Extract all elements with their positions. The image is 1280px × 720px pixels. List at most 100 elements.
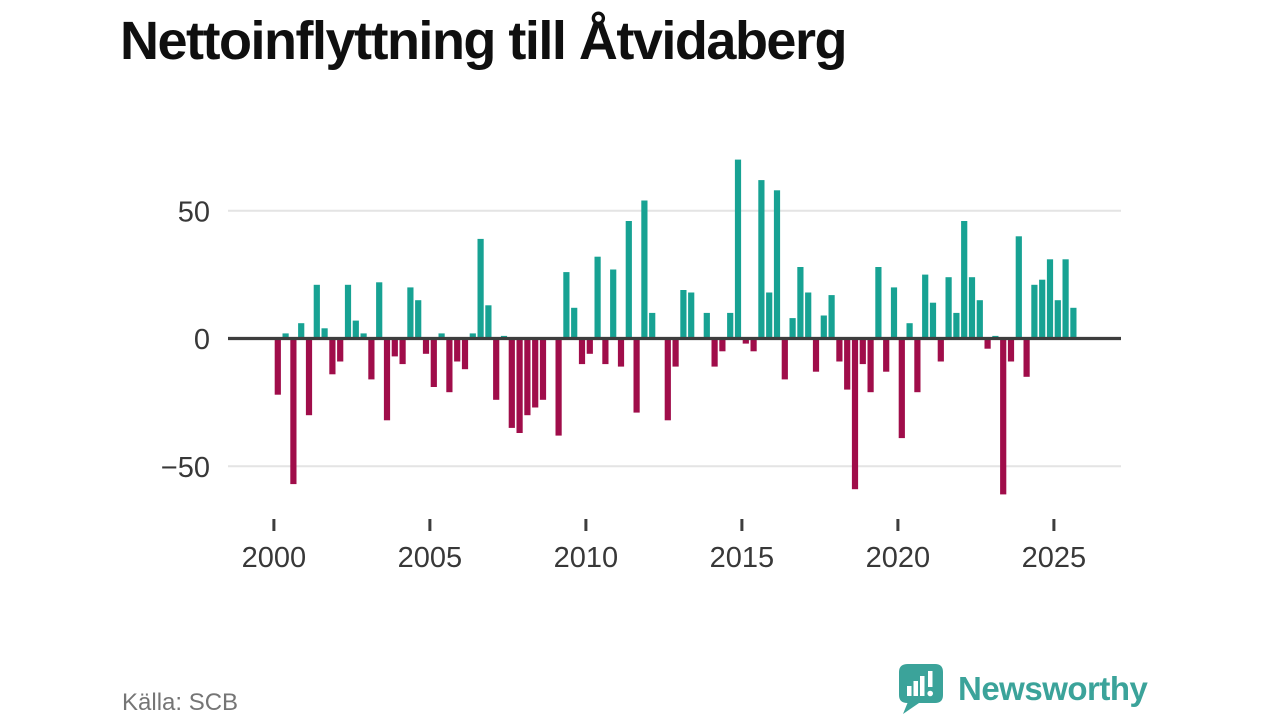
source-note: Källa: SCB bbox=[122, 689, 239, 716]
bar bbox=[571, 307, 578, 339]
bar bbox=[532, 338, 539, 408]
bar bbox=[758, 180, 765, 339]
logo-bar-1 bbox=[907, 686, 912, 696]
x-tick-label: 2015 bbox=[710, 542, 775, 574]
bar bbox=[329, 338, 336, 375]
bar bbox=[898, 338, 905, 439]
bar bbox=[828, 295, 835, 339]
bar bbox=[321, 328, 328, 339]
bar bbox=[789, 318, 796, 339]
bar bbox=[922, 274, 929, 339]
bar bbox=[812, 338, 820, 372]
bar bbox=[890, 287, 898, 339]
bar bbox=[1031, 284, 1038, 339]
bar bbox=[399, 338, 406, 365]
bar bbox=[734, 159, 742, 339]
bar bbox=[352, 320, 359, 339]
bar bbox=[469, 333, 476, 339]
bar bbox=[438, 333, 445, 339]
bar bbox=[282, 333, 289, 339]
bar bbox=[344, 284, 352, 339]
bar bbox=[906, 323, 913, 339]
bar bbox=[883, 338, 890, 372]
bar bbox=[750, 338, 757, 352]
bar bbox=[797, 267, 804, 339]
bar bbox=[337, 338, 344, 362]
x-tick-label: 2000 bbox=[242, 542, 307, 574]
bar bbox=[1007, 338, 1015, 362]
bar bbox=[610, 269, 617, 339]
y-tick-label: −50 bbox=[161, 452, 210, 484]
bar bbox=[875, 267, 882, 339]
bar bbox=[1000, 338, 1007, 495]
bar bbox=[305, 338, 313, 416]
bar bbox=[1070, 307, 1077, 339]
bar bbox=[524, 338, 531, 416]
bar bbox=[781, 338, 788, 380]
bar bbox=[1023, 338, 1030, 377]
bar bbox=[859, 338, 866, 365]
bar bbox=[477, 238, 484, 339]
bar bbox=[313, 284, 320, 339]
bar bbox=[961, 221, 968, 339]
bar bbox=[555, 338, 562, 436]
x-tick-label: 2010 bbox=[554, 542, 619, 574]
bar bbox=[844, 338, 851, 390]
bar bbox=[594, 256, 601, 339]
bar bbox=[742, 338, 749, 344]
bar bbox=[508, 338, 515, 428]
bar bbox=[727, 312, 734, 339]
x-tick-label: 2025 bbox=[1022, 542, 1087, 574]
logo-bar-3 bbox=[920, 676, 925, 696]
bar bbox=[586, 338, 593, 354]
bar bbox=[766, 292, 773, 339]
bar bbox=[633, 338, 640, 413]
bar bbox=[929, 302, 937, 339]
bar bbox=[773, 190, 781, 339]
bar bbox=[461, 338, 469, 370]
bar bbox=[805, 292, 812, 339]
bar bbox=[430, 338, 437, 387]
newsworthy-wordmark: Newsworthy bbox=[958, 670, 1148, 707]
bar bbox=[563, 272, 570, 339]
bar bbox=[617, 338, 625, 367]
bar bbox=[664, 338, 671, 421]
bar bbox=[1046, 259, 1054, 339]
bar bbox=[680, 290, 687, 339]
bar bbox=[516, 338, 523, 433]
bar bbox=[368, 338, 375, 380]
bar bbox=[851, 338, 859, 490]
logo-exclamation-dot bbox=[927, 690, 933, 697]
logo-exclamation-stem bbox=[928, 671, 933, 687]
bar bbox=[391, 338, 398, 357]
bar bbox=[953, 312, 960, 339]
bar bbox=[290, 338, 297, 485]
bar bbox=[672, 338, 679, 367]
newsworthy-logo: Newsworthy bbox=[898, 663, 1148, 715]
bar bbox=[711, 338, 718, 367]
bar bbox=[820, 315, 827, 339]
bar bbox=[493, 338, 500, 400]
bar bbox=[383, 338, 391, 421]
bar bbox=[602, 338, 609, 365]
bar bbox=[984, 338, 991, 349]
bar bbox=[422, 338, 430, 354]
bar bbox=[703, 312, 710, 339]
bar bbox=[376, 282, 383, 339]
bar bbox=[1062, 259, 1069, 339]
bar bbox=[836, 338, 843, 362]
bar bbox=[539, 338, 547, 400]
bar bbox=[968, 277, 976, 339]
x-tick-label: 2005 bbox=[398, 542, 463, 574]
bar bbox=[688, 292, 695, 339]
logo-bar-2 bbox=[913, 681, 918, 696]
bar bbox=[719, 338, 726, 352]
bar bbox=[446, 338, 453, 393]
y-tick-label: 0 bbox=[194, 324, 210, 356]
bar bbox=[298, 323, 305, 339]
bar bbox=[578, 338, 586, 365]
bar bbox=[454, 338, 461, 362]
bar bbox=[625, 221, 632, 339]
bar bbox=[976, 300, 983, 339]
